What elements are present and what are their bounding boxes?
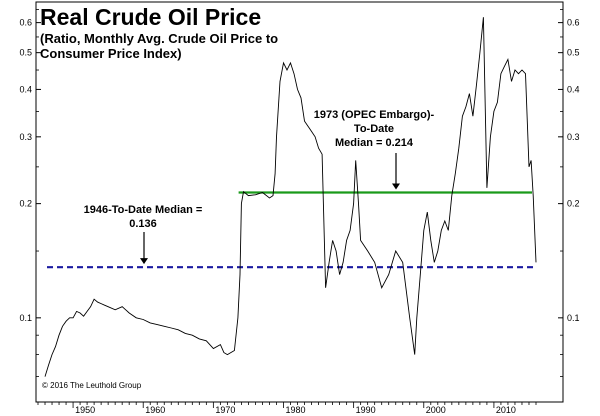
x-tick-label: 2000 [426, 405, 446, 415]
overall-annotation-line-2: 0.136 [129, 218, 157, 230]
opec-annotation-line-2: To-Date [353, 123, 395, 135]
opec-arrow-head [392, 183, 400, 190]
y-axis-right: 0.1 0.2 0.3 0.4 0.5 0.6 [558, 9, 580, 378]
reference-lines [47, 191, 534, 269]
y-tick-label-left: 0.6 [19, 18, 32, 28]
y-tick-label-left: 0.1 [19, 313, 32, 323]
subtitle-line-2: Consumer Price Index) [40, 46, 182, 61]
opec-median-annotation: 1973 (OPEC Embargo)- To-Date Median = 0.… [300, 108, 448, 150]
x-tick-label: 1960 [145, 405, 165, 415]
x-tick-label: 1950 [75, 405, 95, 415]
x-tick-label: 1980 [285, 405, 305, 415]
overall-arrow-head [140, 258, 148, 265]
opec-annotation-line-1: 1973 (OPEC Embargo)- [313, 109, 435, 121]
y-tick-label-right: 0.1 [567, 313, 580, 323]
copyright-note: © 2016 The Leuthold Group [42, 381, 142, 390]
x-tick-label: 1990 [356, 405, 376, 415]
y-tick-label-right: 0.2 [567, 199, 580, 209]
x-tick-label: 1970 [215, 405, 235, 415]
chart-title: Real Crude Oil Price [40, 4, 262, 30]
y-tick-label-left: 0.5 [19, 48, 32, 58]
y-tick-label-right: 0.4 [567, 84, 580, 94]
series-line-real-oil-price [44, 17, 537, 377]
opec-annotation-line-3: Median = 0.214 [335, 137, 413, 149]
plot-border [35, 1, 564, 403]
overall-median-annotation: 1946-To-Date Median = 0.136 [72, 203, 214, 231]
annotation-arrows [140, 153, 400, 265]
y-axis-left: 0.1 0.2 0.3 0.4 0.5 0.6 [19, 9, 41, 378]
y-tick-label-left: 0.4 [19, 84, 32, 94]
y-tick-label-right: 0.5 [567, 48, 580, 58]
y-tick-label-right: 0.3 [567, 132, 580, 142]
x-tick-label: 2010 [496, 405, 516, 415]
y-tick-label-left: 0.2 [19, 199, 32, 209]
y-tick-label-left: 0.3 [19, 132, 32, 142]
y-tick-label-right: 0.6 [567, 18, 580, 28]
x-axis: 1950 1960 1970 1980 1990 2000 2010 [37, 402, 537, 415]
overall-annotation-line-1: 1946-To-Date Median = [83, 204, 203, 216]
subtitle-line-1: (Ratio, Monthly Avg. Crude Oil Price to [40, 31, 279, 46]
chart-subtitle: (Ratio, Monthly Avg. Crude Oil Price to … [40, 31, 340, 61]
